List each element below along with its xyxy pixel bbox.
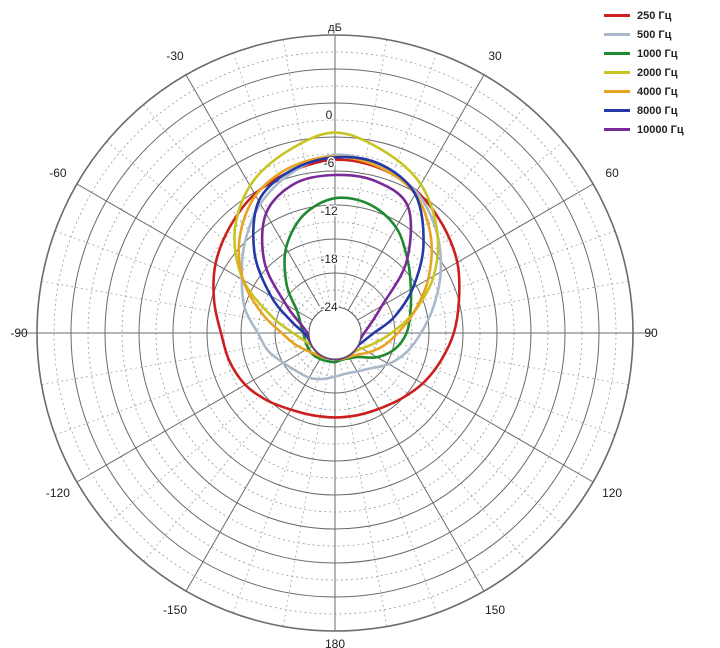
radial-tick-label: 0 [326,108,333,122]
legend-label: 250 Гц [637,9,672,22]
radial-tick-label: -6 [324,156,335,170]
radial-tick-label: -12 [320,204,338,218]
series-line [283,196,413,364]
legend-swatch [604,14,630,17]
legend-item: 4000 Гц [604,82,684,101]
angle-tick-label: -150 [163,603,187,617]
grid-spoke [76,345,313,483]
legend-item: 2000 Гц [604,63,684,82]
center-circle [308,306,362,360]
angle-tick-label: 60 [605,166,619,180]
angle-tick-label: -90 [10,326,28,340]
legend-swatch [604,128,630,131]
angle-tick-label: 90 [644,326,658,340]
legend: 250 Гц 500 Гц 1000 Гц 2000 Гц 4000 Гц 8000 Гц… [604,6,684,139]
grid-spoke [185,74,323,311]
radial-tick-label: -24 [320,300,338,314]
legend-label: 2000 Гц [637,66,678,79]
legend-swatch [604,90,630,93]
angle-tick-label: 180 [325,637,345,648]
angle-tick-label: -60 [49,166,67,180]
radial-unit-label: дБ [328,22,342,34]
radial-tick-label: -18 [320,252,338,266]
grid-spoke [76,183,313,321]
angle-tick-label: 150 [485,603,505,617]
legend-label: 4000 Гц [637,85,678,98]
legend-item: 250 Гц [604,6,684,25]
legend-swatch [604,109,630,112]
legend-item: 500 Гц [604,25,684,44]
grid-spoke [357,345,594,483]
legend-label: 8000 Гц [637,104,678,117]
series-line [212,158,461,419]
legend-label: 10000 Гц [637,123,684,136]
legend-item: 8000 Гц [604,101,684,120]
legend-item: 1000 Гц [604,44,684,63]
legend-label: 500 Гц [637,28,672,41]
legend-label: 1000 Гц [637,47,678,60]
legend-swatch [604,52,630,55]
angle-tick-label: -30 [166,49,184,63]
angle-tick-label: -120 [46,486,70,500]
grid-spoke [347,355,485,592]
legend-item: 10000 Гц [604,120,684,139]
legend-swatch [604,71,630,74]
grid-spoke [185,355,323,592]
angle-tick-label: 120 [602,486,622,500]
legend-swatch [604,33,630,36]
angle-tick-label: 30 [488,49,502,63]
grid-spoke [357,183,594,321]
